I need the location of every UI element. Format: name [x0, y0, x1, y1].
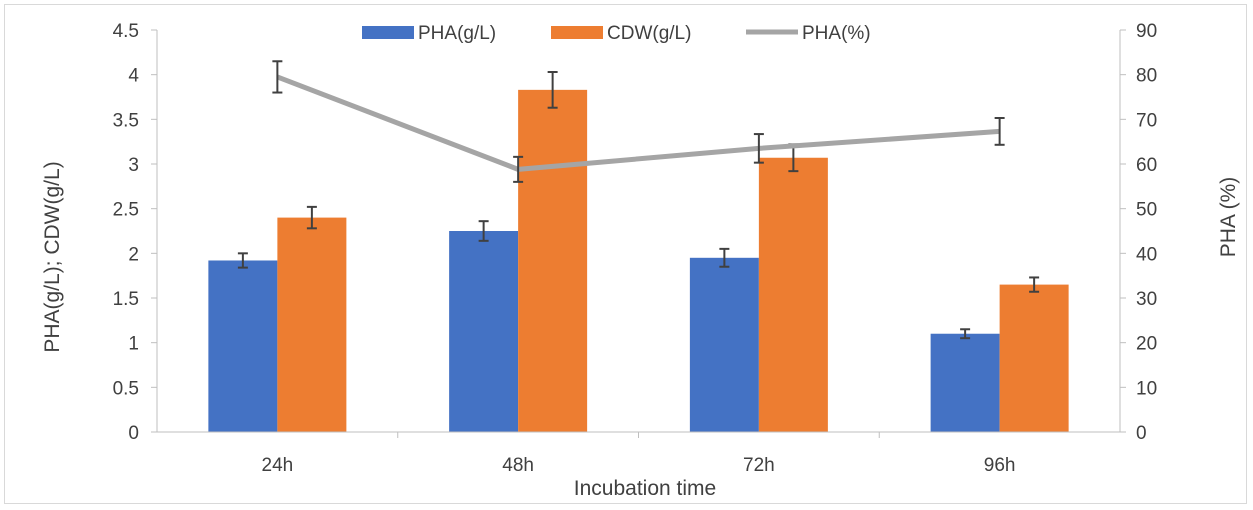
legend-label: CDW(g/L)	[607, 23, 691, 44]
y-left-tick-label: 4.5	[113, 21, 139, 42]
y-right-tick-label: 70	[1136, 110, 1157, 131]
bar-cdw-g-l-96h	[999, 284, 1069, 432]
error-bar-cdw-g-l-48h	[547, 70, 558, 109]
y-left-tick-label: 1.5	[113, 289, 139, 310]
y-right-tick-label: 90	[1136, 21, 1157, 42]
legend-item-pha: PHA(%)	[746, 23, 871, 44]
legend-label: PHA(%)	[802, 23, 871, 44]
y-right-tick-label: 50	[1136, 200, 1157, 221]
legend-item-pha-g-l: PHA(g/L)	[362, 23, 496, 44]
y-left-tick-label: 2.5	[113, 200, 139, 221]
y-right-tick-label: 0	[1136, 423, 1147, 444]
y-axis-title-left: PHA(g/L); CDW(g/L)	[41, 161, 64, 352]
chart-frame: 0 0.5 1 1.5 2 2.5 3 3.5 4 4.5 0 10 20 30 40 50 60 70 80 90 2…	[4, 4, 1247, 504]
line-layer	[272, 60, 1005, 183]
chart-svg: 0 0.5 1 1.5 2 2.5 3 3.5 4 4.5 0 10 20 30 40 50 60 70 80 90 2…	[41, 21, 1240, 500]
bar-pha-g-l-24h	[208, 260, 278, 432]
legend-item-cdw-g-l: CDW(g/L)	[551, 23, 691, 44]
error-bar-pha-g-l-72h	[719, 247, 730, 268]
x-tick-label-24h: 24h	[262, 455, 294, 476]
legend-swatch	[551, 26, 603, 39]
error-bar-pha-g-l-48h	[478, 220, 489, 242]
error-bar-pha-percent-72h	[753, 133, 764, 164]
bar-pha-g-l-48h	[449, 231, 519, 432]
y-right-tick-label: 10	[1136, 378, 1157, 399]
y-left-tick-label: 2	[128, 244, 139, 265]
error-bar-pha-percent-96h	[994, 116, 1005, 146]
line-pha-percent	[276, 74, 1000, 172]
bar-pha-g-l-72h	[689, 257, 759, 432]
legend-label: PHA(g/L)	[418, 23, 496, 44]
y-left-tick-label: 0.5	[113, 378, 139, 399]
error-bar-pha-percent-48h	[513, 155, 524, 183]
bars-layer	[208, 70, 1069, 432]
bar-cdw-g-l-48h	[518, 89, 588, 432]
bar-cdw-g-l-24h	[277, 217, 347, 432]
y-right-tick-label: 20	[1136, 334, 1157, 355]
y-right-tick-label: 80	[1136, 66, 1157, 87]
bar-pha-g-l-96h	[930, 333, 1000, 432]
error-bar-cdw-g-l-24h	[306, 205, 317, 230]
bar-cdw-g-l-72h	[758, 157, 828, 432]
y-left-tick-label: 1	[128, 334, 139, 355]
y-left-tick-label: 3	[128, 155, 139, 176]
y-left-tick-label: 3.5	[113, 110, 139, 131]
y-right-tick-label: 30	[1136, 289, 1157, 310]
legend: PHA(g/L) CDW(g/L) PHA(%)	[362, 23, 871, 44]
error-bar-pha-g-l-96h	[960, 328, 971, 340]
x-tick-label-96h: 96h	[984, 455, 1016, 476]
x-axis-title: Incubation time	[574, 477, 716, 500]
y-left-tick-label: 0	[128, 423, 139, 444]
y-right-tick-label: 40	[1136, 244, 1157, 265]
error-bar-pha-percent-24h	[272, 60, 283, 94]
error-bar-cdw-g-l-96h	[1029, 276, 1040, 293]
x-tick-label-48h: 48h	[502, 455, 534, 476]
y-right-tick-label: 60	[1136, 155, 1157, 176]
y-left-tick-label: 4	[128, 66, 139, 87]
legend-swatch	[362, 26, 414, 39]
error-bar-pha-g-l-24h	[237, 252, 248, 269]
axes-layer: 0 0.5 1 1.5 2 2.5 3 3.5 4 4.5 0 10 20 30 40 50 60 70 80 90 2…	[113, 21, 1158, 476]
x-tick-label-72h: 72h	[743, 455, 775, 476]
y-axis-title-right: PHA (%)	[1217, 177, 1240, 258]
